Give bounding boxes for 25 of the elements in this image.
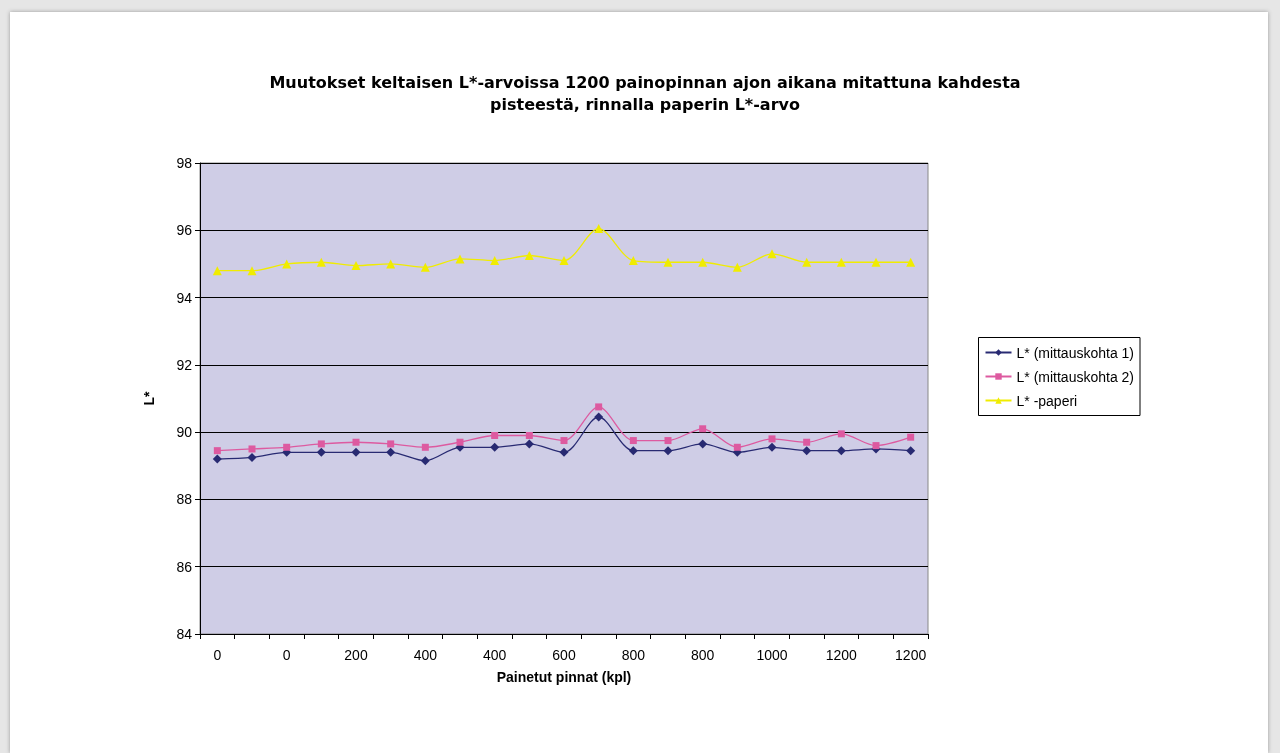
y-tick-label: 84 [176,626,193,642]
x-axis-title: Painetut pinnat (kpl) [496,669,632,685]
x-tick-label: 1200 [895,647,927,663]
legend-label: L* -paperi [1016,392,1078,409]
y-tick-label: 98 [176,155,193,171]
y-tick-label: 94 [176,289,193,306]
legend-label: L* (mittauskohta 2) [1016,368,1134,385]
y-tick-label: 88 [176,491,193,508]
legend-label: L* (mittauskohta 1) [1016,344,1134,361]
y-axis-title: L* [141,390,157,406]
x-tick-label: 200 [344,647,368,663]
x-tick-label: 800 [690,647,715,663]
x-tick-label: 400 [413,647,438,663]
x-tick-label: 0 [282,647,291,663]
x-tick-label: 0 [213,647,222,663]
y-tick-label: 86 [176,558,193,575]
x-tick-label: 400 [482,647,507,663]
y-tick-label: 92 [176,356,193,373]
x-tick-label: 600 [552,647,576,663]
x-tick-label: 1000 [756,647,788,663]
x-tick-label: 800 [621,647,646,663]
chart-title: Muutokset keltaisen L*-arvoissa 1200 painopinnan ajon aikana mitattuna kahdesta pisteestä, rinnalla paperin L*-arvo [269,72,1021,114]
x-tick-label: 1200 [825,647,858,663]
y-tick-label: 96 [176,222,193,239]
y-tick-label: 90 [176,424,193,441]
